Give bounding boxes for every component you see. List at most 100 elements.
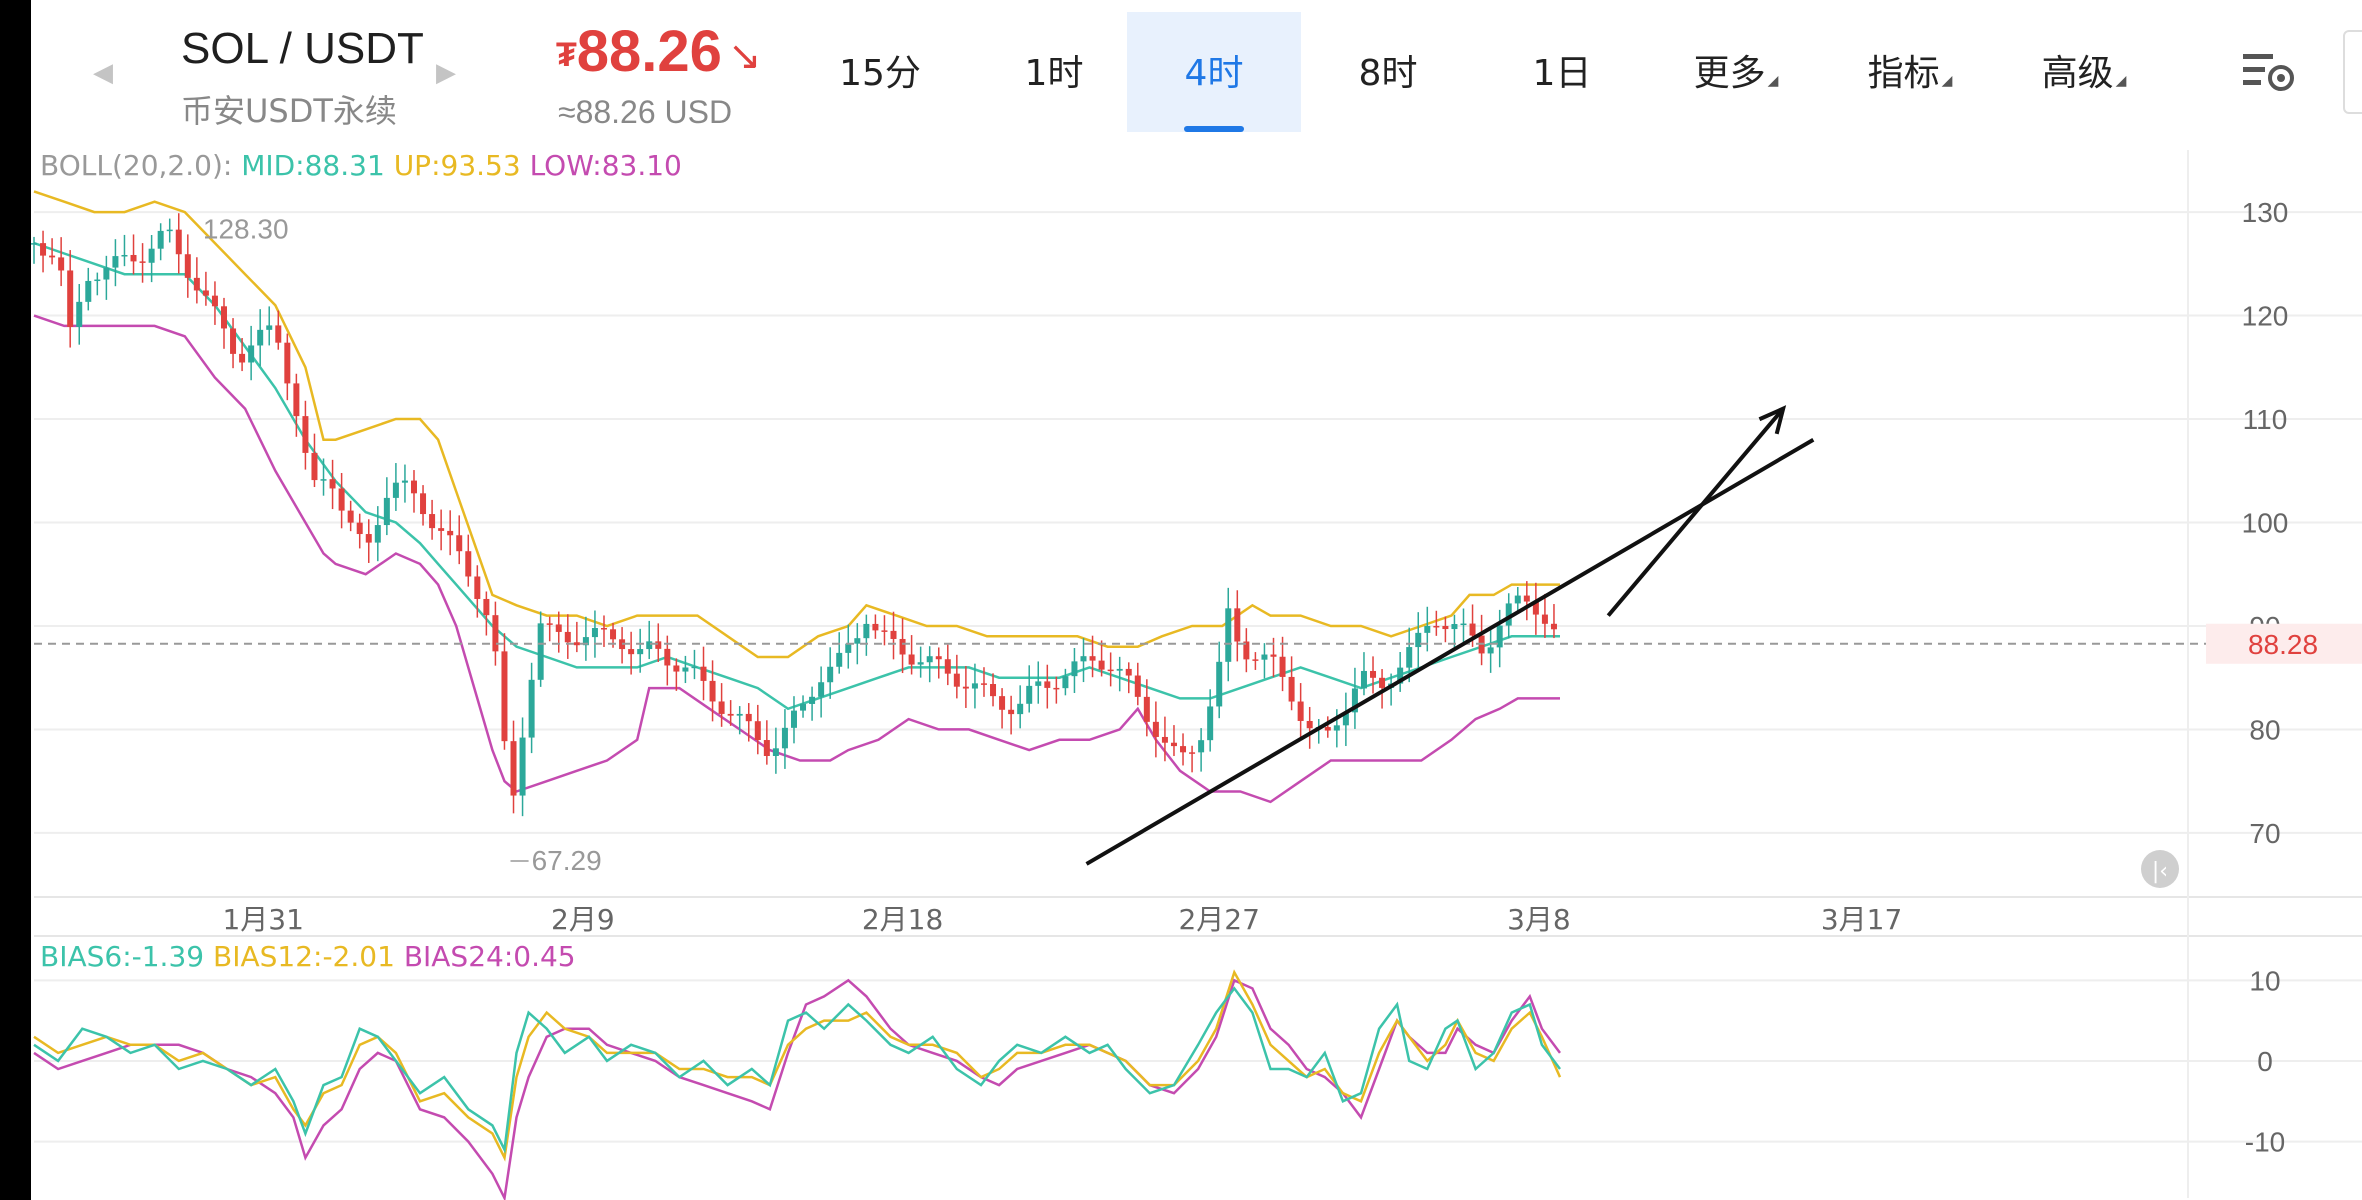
candle-body (248, 345, 255, 363)
candle-body (800, 703, 807, 711)
candle-body (1306, 720, 1313, 729)
candle-body (655, 641, 662, 649)
candle-body (347, 510, 354, 523)
bias-legend: BIAS6:-1.39 BIAS12:-2.01 BIAS24:0.45 (40, 940, 576, 973)
candle-body (31, 243, 37, 245)
bias12-line (33, 969, 1562, 1162)
date-tick-label: 3月17 (1821, 903, 1902, 936)
right-arrow-icon[interactable]: ▶ (436, 57, 456, 87)
bias24-line (33, 978, 1562, 1200)
candle-body (211, 295, 218, 307)
candle-body (483, 598, 490, 616)
candle-body (944, 659, 951, 674)
candle-body (1279, 656, 1286, 677)
boll-mid-band (33, 241, 1560, 711)
high-price-label: 128.30 (203, 214, 289, 245)
candle-body (1225, 608, 1232, 662)
tab-8h[interactable]: 8时 (1301, 12, 1475, 132)
chart-header: ◀ ▶ SOL / USDT 币安USDT永续 ₮88.26 ↘ ≈88.26 U… (31, 0, 2362, 146)
candle-body (528, 679, 535, 738)
left-arrow-icon[interactable]: ◀ (93, 57, 113, 87)
candle-body (275, 325, 282, 343)
candle-body (962, 686, 969, 689)
candle-body (1207, 706, 1214, 741)
candle-body (1044, 681, 1051, 688)
candle-body (1460, 623, 1467, 626)
candle-body (1198, 740, 1205, 753)
candle-body (1116, 668, 1123, 671)
candle-body (1234, 608, 1241, 642)
candle-body (664, 648, 671, 666)
exit-button[interactable]: 退 (2343, 30, 2362, 114)
boll-mid: MID:88.31 (241, 149, 385, 182)
candle-body (935, 656, 942, 660)
bias-tick-label: 10 (2249, 965, 2280, 996)
candle-body (1360, 670, 1367, 689)
candle-body (818, 682, 825, 697)
tab-more[interactable]: 更多 ◢ (1649, 12, 1823, 132)
candle-body (338, 488, 345, 511)
pair-name[interactable]: SOL / USDT (181, 24, 424, 73)
candle-body (763, 740, 770, 757)
candle-body (1532, 601, 1539, 615)
candle-body (727, 713, 734, 716)
candle-body (438, 528, 445, 531)
candle-body (1080, 656, 1087, 662)
boll-lower-band (33, 314, 1560, 804)
tab-15m[interactable]: 15分 (793, 12, 967, 132)
tab-indicators[interactable]: 指标 ◢ (1823, 12, 1997, 132)
candle-body (40, 243, 47, 256)
candle-body (1143, 696, 1150, 722)
boll-low: LOW:83.10 (529, 149, 682, 182)
date-tick-label: 2月18 (862, 903, 943, 936)
candle-body (67, 270, 74, 327)
candle-body (537, 623, 544, 680)
candle-body (691, 666, 698, 669)
candle-body (420, 493, 427, 515)
candle-body (356, 522, 363, 535)
boll-upper-band (33, 190, 1560, 659)
price-tick-label: 80 (2249, 714, 2280, 745)
tab-label: 指标 (1867, 53, 1940, 94)
candle-body (1541, 614, 1548, 624)
tab-label: 4时 (1184, 53, 1244, 94)
candle-body (474, 576, 481, 599)
candle-body (157, 230, 164, 249)
candle-body (383, 497, 390, 526)
candle-body (1415, 632, 1422, 648)
candle-body (1379, 677, 1386, 688)
candle-body (1062, 676, 1069, 689)
candle-body (953, 673, 960, 687)
candle-body (329, 479, 336, 489)
candle-body (863, 623, 870, 639)
active-tab-indicator (1184, 126, 1244, 132)
candle-body (1469, 623, 1476, 636)
pair-subtitle: 币安USDT永续 (181, 92, 397, 130)
candle-body (917, 662, 924, 665)
candle-body (637, 649, 644, 655)
candle-body (392, 482, 399, 498)
candle-body (926, 656, 933, 663)
candle-body (1433, 625, 1440, 628)
candle-body (673, 665, 680, 672)
candle-body (899, 638, 906, 655)
candle-body (881, 630, 888, 632)
candle-body (845, 643, 852, 653)
date-tick-label: 1月31 (222, 903, 303, 936)
candle-body (890, 630, 897, 639)
candle-body (564, 631, 571, 643)
chart-settings-icon[interactable] (2241, 46, 2297, 96)
usdt-currency-icon: ₮ (556, 36, 577, 75)
candle-body (456, 535, 463, 552)
tab-1h[interactable]: 1时 (967, 12, 1141, 132)
candle-body (130, 254, 137, 262)
bias12-value: BIAS12:-2.01 (213, 940, 395, 973)
candle-body (573, 642, 580, 646)
tab-advanced[interactable]: 高级 ◢ (1997, 12, 2171, 132)
tab-1d[interactable]: 1日 (1475, 12, 1649, 132)
tab-4h[interactable]: 4时 (1127, 12, 1301, 132)
bias24-value: BIAS24:0.45 (403, 940, 576, 973)
candle-body (1261, 654, 1268, 660)
scroll-to-latest-icon[interactable] (2141, 850, 2179, 888)
